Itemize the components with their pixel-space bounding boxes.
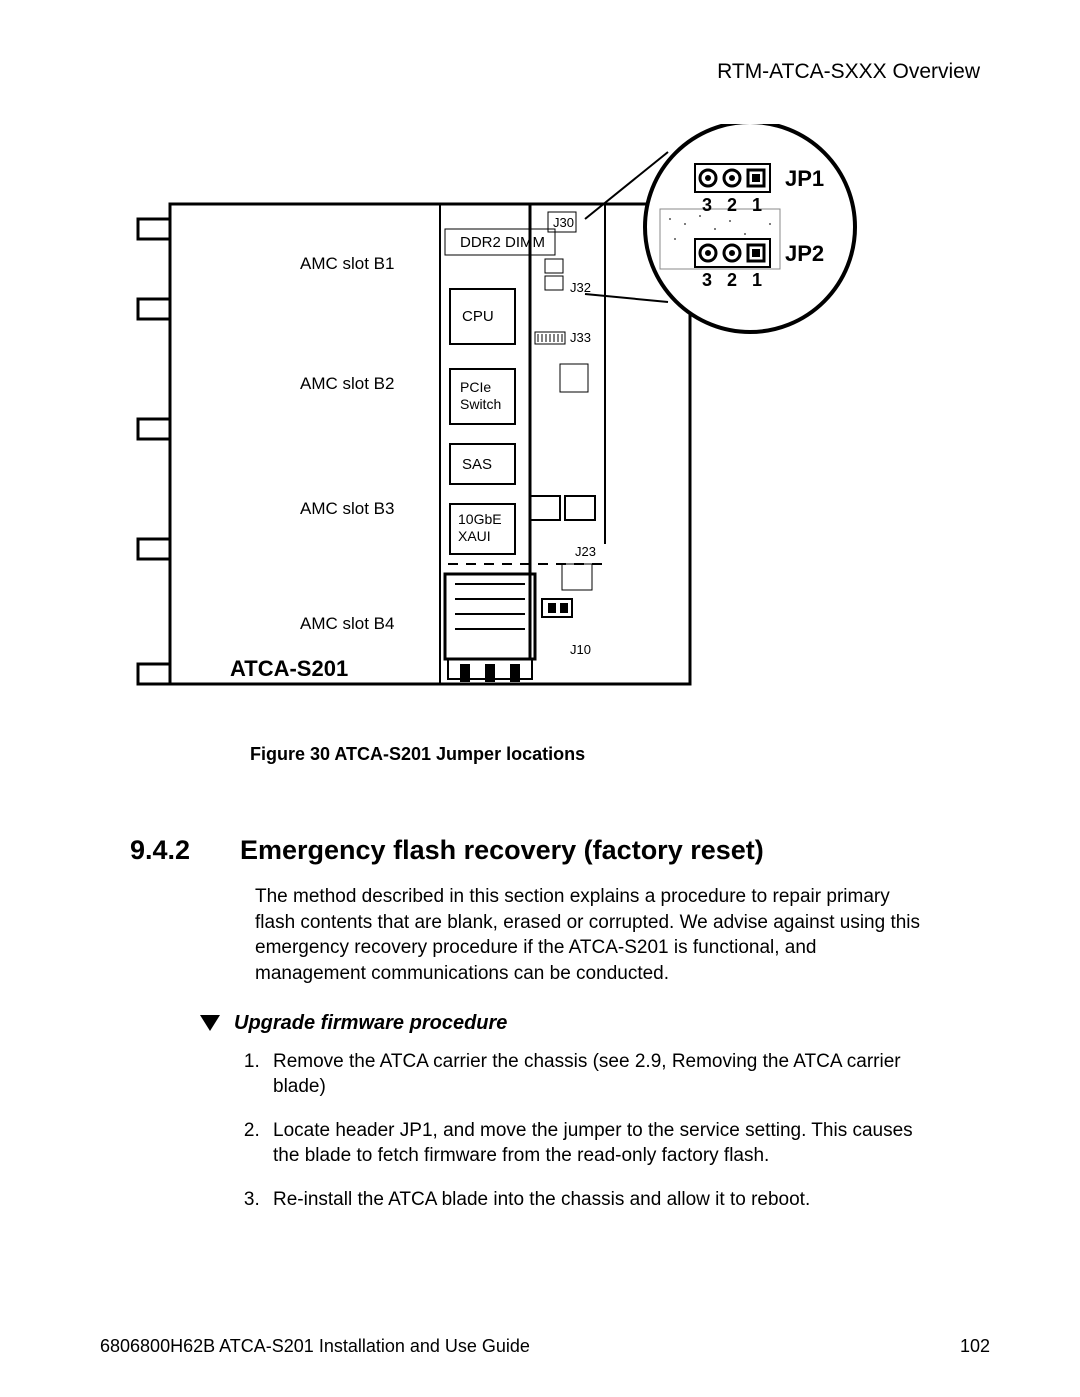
j32-label: J32 xyxy=(570,280,591,295)
page-header: RTM-ATCA-SXXX Overview xyxy=(100,60,990,84)
jp2-label: JP2 xyxy=(785,241,824,266)
pcie-label-1: PCIe xyxy=(460,379,491,395)
j10-label: J10 xyxy=(570,642,591,657)
j23-label: J23 xyxy=(575,544,596,559)
jp1-label: JP1 xyxy=(785,166,824,191)
subsection-title: Upgrade firmware procedure xyxy=(234,1012,507,1035)
j30-label: J30 xyxy=(553,215,574,230)
amc-slot-b1-label: AMC slot B1 xyxy=(300,254,394,273)
j33-label: J33 xyxy=(570,330,591,345)
figure-caption: Figure 30 ATCA-S201 Jumper locations xyxy=(250,744,990,765)
jp1-pin1: 1 xyxy=(752,195,762,215)
procedure-step: Re-install the ATCA blade into the chass… xyxy=(265,1187,930,1213)
jp2-pin3: 3 xyxy=(702,270,712,290)
ddr2-label: DDR2 DIMM xyxy=(460,234,545,251)
section-title: Emergency flash recovery (factory reset) xyxy=(240,835,764,866)
triangle-down-icon xyxy=(200,1015,220,1031)
cpu-label: CPU xyxy=(462,308,494,325)
board-label: ATCA-S201 xyxy=(230,656,348,681)
subsection-heading: Upgrade firmware procedure xyxy=(200,1012,990,1035)
footer-page-number: 102 xyxy=(960,1336,990,1357)
jp2-pin2: 2 xyxy=(727,270,737,290)
amc-slot-b4-label: AMC slot B4 xyxy=(300,614,394,633)
page-footer: 6806800H62B ATCA-S201 Installation and U… xyxy=(100,1336,990,1357)
jp1-pin2: 2 xyxy=(727,195,737,215)
jp1-pin3: 3 xyxy=(702,195,712,215)
amc-slot-b3-label: AMC slot B3 xyxy=(300,499,394,518)
procedure-step: Remove the ATCA carrier the chassis (see… xyxy=(265,1049,930,1100)
procedure-step: Locate header JP1, and move the jumper t… xyxy=(265,1118,930,1169)
procedure-list: Remove the ATCA carrier the chassis (see… xyxy=(265,1049,930,1213)
section-number: 9.4.2 xyxy=(130,835,240,866)
footer-doc-id: 6806800H62B ATCA-S201 Installation and U… xyxy=(100,1336,530,1357)
amc-slot-b2-label: AMC slot B2 xyxy=(300,374,394,393)
section-heading: 9.4.2 Emergency flash recovery (factory … xyxy=(100,835,990,866)
sas-label: SAS xyxy=(462,456,492,473)
xaui-label-2: XAUI xyxy=(458,528,491,544)
pcie-label-2: Switch xyxy=(460,396,501,412)
figure-diagram: AMC slot B1 AMC slot B2 AMC slot B3 AMC … xyxy=(130,124,890,714)
jp2-pin1: 1 xyxy=(752,270,762,290)
section-body: The method described in this section exp… xyxy=(255,884,930,987)
xaui-label-1: 10GbE xyxy=(458,511,502,527)
